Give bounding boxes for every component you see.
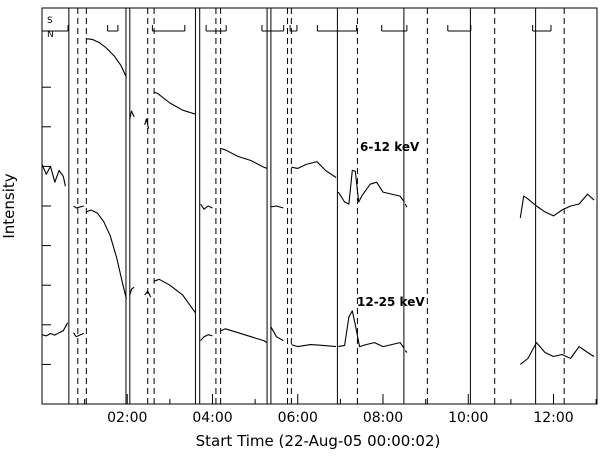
saa-interval-5 [289,25,298,32]
series-0-segment-8 [270,205,284,209]
series-0-segment-6 [200,203,213,210]
plot-frame [41,7,598,405]
saa-intervals [41,25,552,32]
series-0-segment-7 [220,148,268,169]
saa-interval-4 [261,25,285,32]
saa-interval-6 [316,25,358,32]
saa-interval-9 [532,25,552,32]
series-1-segment-5 [153,278,196,314]
series-1-segment-9 [291,344,337,348]
series-0-segment-0 [41,164,66,187]
series-0-segment-2 [86,38,127,78]
x-tick-label-2: 06:00 [278,410,318,426]
series-1 [41,209,595,365]
x-tick-label-4: 10:00 [448,410,488,426]
x-tick-label-0: 02:00 [107,410,147,426]
saa-interval-1 [107,25,119,32]
series-1-segment-10 [338,310,405,349]
y-axis-ticks [42,86,51,405]
series-1-segment-12 [519,342,595,365]
annotation-12-25-kev: 12-25 keV [357,295,425,309]
series-1-segment-0 [41,322,69,337]
saa-interval-8 [447,25,472,32]
series-1-segment-11 [404,350,408,353]
series-0 [41,38,595,218]
saa-interval-7 [381,25,408,32]
series-1-segment-1 [73,332,84,338]
series-0-segment-11 [404,203,408,208]
x-axis-label: Start Time (22-Aug-05 00:00:02) [196,432,441,450]
series-lines [41,38,595,365]
saa-interval-0 [41,25,69,32]
saa-label-s: S [47,16,53,26]
series-0-segment-10 [337,169,405,205]
y-axis-label: Intensity [0,173,18,238]
series-0-segment-1 [73,205,84,209]
series-0-segment-3 [129,110,135,120]
series-1-segment-7 [220,328,268,344]
series-0-segment-9 [291,161,337,178]
saa-label-n: N [47,30,54,40]
saa-interval-3 [205,25,227,32]
night-boundaries [68,8,537,404]
series-0-segment-4 [144,118,150,129]
saa-interval-2 [151,25,186,32]
x-tick-label-3: 08:00 [363,410,403,426]
series-1-segment-6 [200,334,213,341]
x-tick-label-1: 04:00 [192,410,232,426]
series-1-segment-3 [129,286,135,296]
series-0-segment-12 [519,193,595,218]
x-tick-label-5: 12:00 [533,410,573,426]
series-1-segment-8 [270,326,284,342]
series-1-segment-2 [86,209,127,300]
annotation-6-12-kev: 6-12 keV [360,140,420,154]
day-boundaries [77,8,565,404]
series-1-segment-4 [144,290,152,298]
series-0-segment-5 [153,91,196,115]
x-axis-ticks: 02:00 04:00 06:00 08:00 10:00 12:00 [41,394,597,426]
